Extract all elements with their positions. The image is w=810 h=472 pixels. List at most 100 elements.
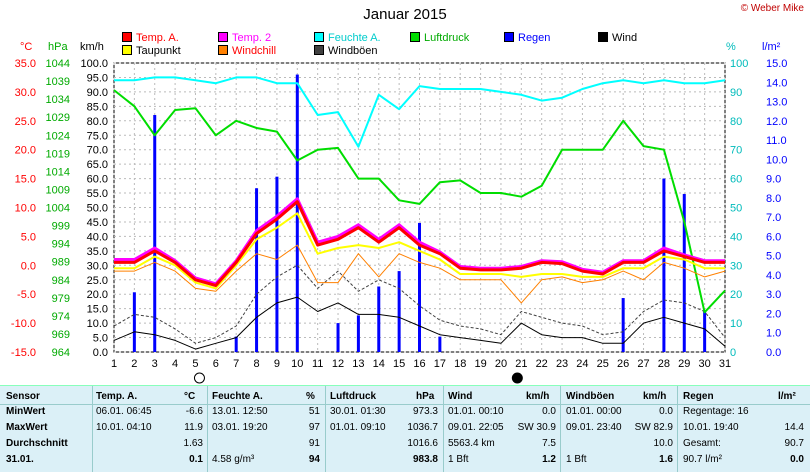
table-row-label: MinWert (6, 406, 46, 417)
series-line-luftdruck (113, 89, 726, 314)
axis-tick-pressure_hpa: 1009 (46, 184, 70, 196)
legend-windboeen: Windböen (314, 45, 378, 57)
axis-tick-pressure_hpa: 1024 (46, 130, 70, 142)
axis-tick-rain_lm2: 5.0 (766, 251, 781, 263)
axis-tick-pressure_hpa: 984 (52, 275, 70, 287)
table-cell-value: 0.0 (659, 406, 673, 417)
axis-tick-wind_kmh: 25.0 (87, 275, 108, 287)
table-header-wind-unit: km/h (526, 391, 550, 402)
table-header-sensor: Sensor (6, 391, 40, 402)
table-header-luftdruck: Luftdruck (330, 391, 377, 402)
x-tick-label: 8 (254, 358, 260, 370)
series-line-taupunkt (114, 212, 725, 290)
axis-tick-rain_lm2: 14.0 (766, 77, 787, 89)
axis-tick-wind_kmh: 30.0 (87, 260, 108, 272)
unit-celsius: °C (20, 41, 33, 53)
axis-tick-pressure_hpa: 999 (52, 221, 70, 233)
table-cell-value: 1036.7 (407, 422, 438, 433)
x-tick-label: 31 (719, 358, 731, 370)
rain-bar (621, 298, 625, 352)
rain-bar (275, 176, 279, 352)
table-cell-value: -6.6 (185, 406, 203, 417)
axis-tick-pressure_hpa: 1034 (46, 94, 70, 106)
table-header-regen: Regen (683, 391, 714, 402)
axis-tick-pressure_hpa: 994 (52, 239, 70, 251)
chart-title: Januar 2015 (363, 6, 447, 23)
table-cell-value: 91 (308, 438, 320, 449)
table-header-feuchte: Feuchte A. (212, 391, 263, 402)
axis-tick-temperature_c: 35.0 (15, 58, 36, 70)
table-cell-value: 90.7 (784, 438, 804, 449)
rain-bar (377, 286, 381, 352)
table-cell-value: 0.0 (542, 406, 556, 417)
table-cell-label: 06.01. 06:45 (96, 406, 152, 417)
table-cell-label: Gesamt: (683, 438, 721, 449)
moon-full-icon (193, 372, 205, 384)
weather-chart: 35.030.025.020.015.010.05.00.0-5.0-10.0-… (11, 58, 787, 384)
table-cell-label: 09.01. 22:05 (448, 422, 504, 433)
legend-wind: Wind (598, 32, 637, 44)
table-cell-value: 11.9 (184, 422, 203, 433)
axis-tick-pressure_hpa: 964 (52, 347, 70, 359)
rain-bar (703, 311, 707, 352)
axis-tick-rain_lm2: 0.0 (766, 347, 781, 359)
x-tick-label: 28 (658, 358, 670, 370)
legend-feuchte: Feuchte A. (314, 32, 381, 44)
legend-label: Windböen (328, 45, 378, 57)
table-cell-value: SW 82.9 (634, 422, 673, 433)
axis-tick-humidity_pct: 80 (730, 116, 742, 128)
axis-tick-wind_kmh: 85.0 (87, 101, 108, 113)
table-header-windboeen: Windböen (566, 391, 615, 402)
x-tick-label: 25 (597, 358, 609, 370)
table-cell-value: 1.2 (542, 454, 556, 465)
axis-tick-wind_kmh: 10.0 (87, 318, 108, 330)
table-cell-value: 1.63 (183, 438, 203, 449)
table-cell-value: 0.1 (189, 454, 203, 465)
axis-tick-wind_kmh: 20.0 (87, 289, 108, 301)
legend-temp-2: Temp. 2 (218, 32, 271, 44)
legend-label: Regen (518, 32, 551, 44)
axis-tick-pressure_hpa: 1044 (46, 58, 70, 70)
axis-tick-humidity_pct: 20 (730, 289, 742, 301)
table-row-label: Durchschnitt (6, 438, 68, 449)
table-cell-label: 13.01. 12:50 (212, 406, 268, 417)
axis-tick-rain_lm2: 6.0 (766, 231, 781, 243)
x-tick-label: 10 (291, 358, 303, 370)
unit-hpa: hPa (48, 41, 68, 53)
x-tick-label: 17 (434, 358, 446, 370)
legend-swatch (598, 32, 608, 42)
axis-tick-wind_kmh: 50.0 (87, 203, 108, 215)
axis-tick-pressure_hpa: 979 (52, 293, 70, 305)
axis-tick-pressure_hpa: 1019 (46, 148, 70, 160)
table-cell-label: 5563.4 km (448, 438, 495, 449)
table-cell-label: 03.01. 19:20 (212, 422, 268, 433)
axis-tick-pressure_hpa: 974 (52, 311, 70, 323)
axis-tick-wind_kmh: 100.0 (80, 58, 108, 70)
rain-bar (234, 336, 238, 352)
axis-tick-rain_lm2: 10.0 (766, 154, 787, 166)
legend-label: Luftdruck (424, 32, 470, 44)
axis-tick-rain_lm2: 13.0 (766, 97, 787, 109)
x-tick-label: 6 (213, 358, 219, 370)
axis-tick-temperature_c: 25.0 (15, 116, 36, 128)
rain-bar (418, 222, 421, 352)
legend-swatch (504, 32, 514, 42)
table-cell-value: 1.6 (659, 454, 673, 465)
axis-tick-temperature_c: 30.0 (15, 87, 36, 99)
legend-swatch (314, 32, 324, 42)
axis-tick-temperature_c: 0.0 (21, 260, 36, 272)
table-cell-label: Regentage: 16 (683, 406, 749, 417)
axis-tick-wind_kmh: 35.0 (87, 246, 108, 258)
stats-table: Sensor Temp. A. °C Feuchte A. % Luftdruc… (0, 385, 810, 472)
series-line-wind (113, 296, 726, 350)
table-cell-label: 01.01. 09:10 (330, 422, 386, 433)
rain-bar (356, 315, 360, 352)
table-cell-value: 973.3 (412, 406, 438, 417)
legend-swatch (314, 45, 324, 55)
axis-tick-pressure_hpa: 1029 (46, 112, 70, 124)
table-cell-label: 1 Bft (448, 454, 469, 465)
axis-tick-humidity_pct: 60 (730, 174, 742, 186)
x-tick-label: 3 (152, 358, 158, 370)
axis-tick-rain_lm2: 9.0 (766, 174, 781, 186)
legend-label: Temp. 2 (232, 32, 272, 44)
